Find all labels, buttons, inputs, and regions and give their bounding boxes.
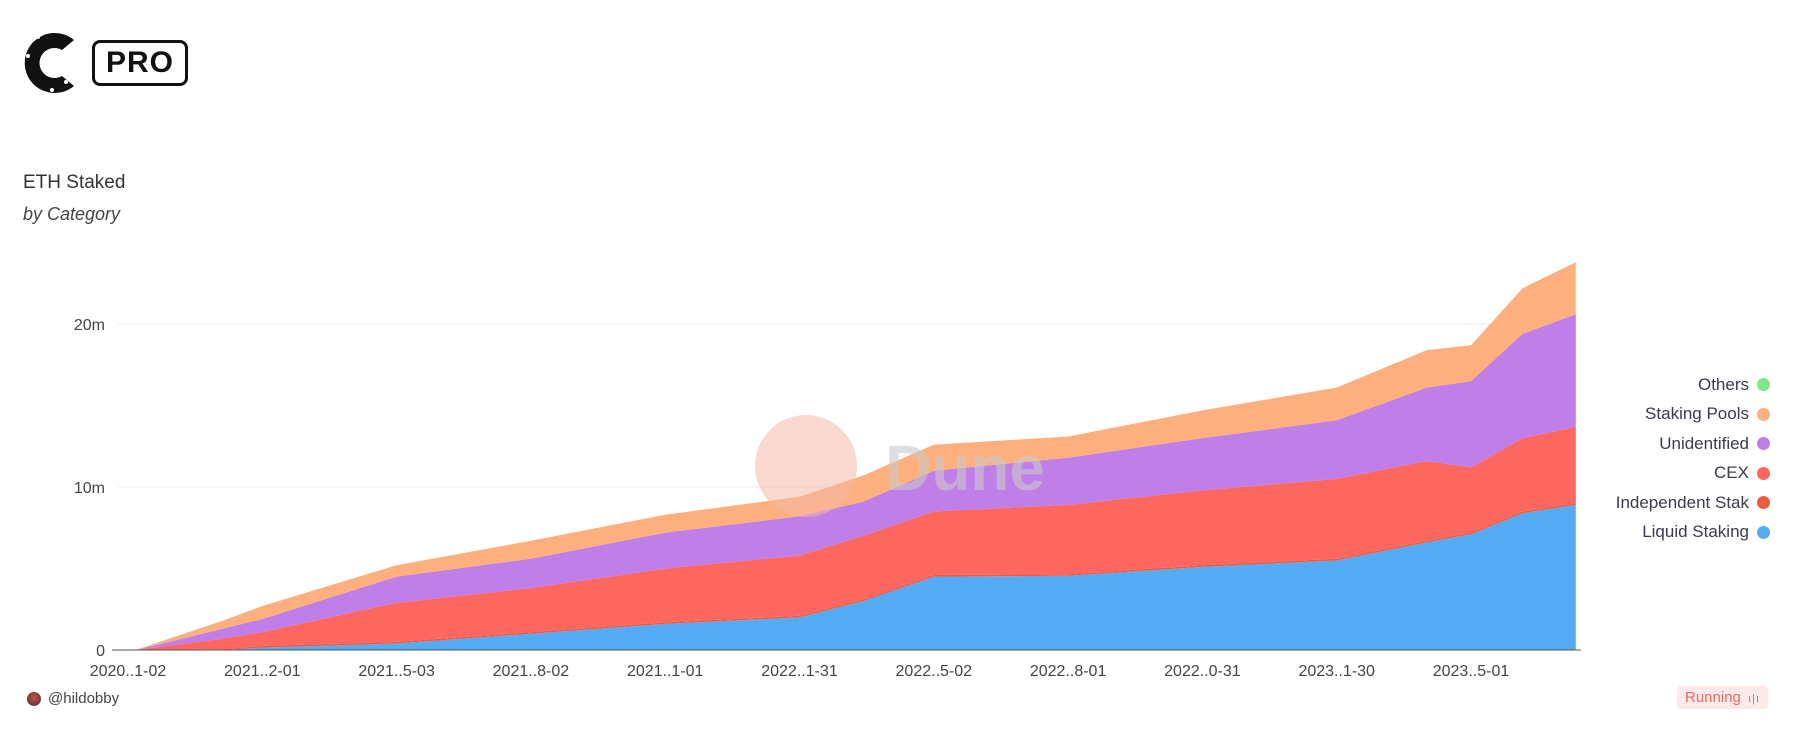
x-tick-label: 2023..1-30	[1298, 663, 1375, 680]
chart-subtitle: by Category	[23, 204, 121, 224]
legend-item[interactable]: Unidentified	[1616, 429, 1770, 459]
legend-dot-icon	[1757, 496, 1770, 510]
y-tick-label: 0	[96, 643, 105, 660]
legend-dot-icon	[1757, 525, 1770, 539]
legend-item[interactable]: Staking Pools	[1616, 400, 1770, 430]
legend-item[interactable]: Others	[1616, 370, 1770, 400]
legend-label: Independent Stak	[1615, 492, 1749, 512]
x-tick-label: 2023..5-01	[1433, 663, 1510, 680]
dune-watermark: Dune	[755, 415, 1045, 517]
legend-dot-icon	[1757, 407, 1770, 421]
legend-dot-icon	[1757, 437, 1770, 451]
chart-legend: Others Staking Pools Unidentified CEX Indepe…	[1616, 370, 1770, 547]
brand-logo	[14, 28, 80, 103]
area-liquid-staking[interactable]	[135, 504, 1576, 650]
status-text: Running	[1685, 689, 1741, 706]
legend-dot-icon	[1757, 378, 1770, 392]
legend-label: Unidentified	[1659, 433, 1749, 453]
watermark-text: Dune	[885, 432, 1045, 504]
legend-item[interactable]: Liquid Staking	[1616, 518, 1770, 548]
avatar	[27, 691, 41, 706]
y-tick-label: 10m	[74, 480, 105, 497]
author-link[interactable]: @hildobby	[27, 690, 119, 707]
x-tick-label: 2021..5-03	[358, 663, 435, 680]
area-unidentified[interactable]	[135, 314, 1576, 650]
bars-icon: ı|ı	[1748, 693, 1761, 705]
legend-label: CEX	[1714, 463, 1749, 483]
status-badge: Running ı|ı	[1677, 686, 1769, 709]
pro-badge: PRO	[92, 40, 188, 86]
legend-label: Staking Pools	[1645, 404, 1749, 424]
x-tick-label: 2020..1-02	[90, 663, 167, 680]
x-tick-label: 2021..8-02	[493, 663, 570, 680]
x-tick-label: 2022..0-31	[1164, 663, 1241, 680]
x-tick-label: 2022..1-31	[761, 663, 838, 680]
x-tick-label: 2021..2-01	[224, 663, 301, 680]
x-tick-label: 2022..8-01	[1030, 663, 1107, 680]
legend-label: Liquid Staking	[1642, 522, 1749, 542]
y-tick-label: 20m	[74, 317, 105, 334]
area-cex[interactable]	[135, 426, 1576, 650]
c-logo-icon	[24, 33, 74, 93]
legend-item[interactable]: CEX	[1616, 459, 1770, 489]
chart-title: ETH Staked	[23, 172, 126, 193]
x-tick-label: 2022..5-02	[896, 663, 973, 680]
legend-label: Others	[1697, 374, 1749, 394]
author-name: @hildobby	[48, 690, 120, 707]
dune-logo-icon	[755, 415, 857, 517]
area-staking-pools[interactable]	[135, 262, 1576, 650]
x-tick-label: 2021..1-01	[627, 663, 704, 680]
legend-item[interactable]: Independent Stak	[1616, 488, 1770, 518]
legend-dot-icon	[1757, 466, 1770, 480]
